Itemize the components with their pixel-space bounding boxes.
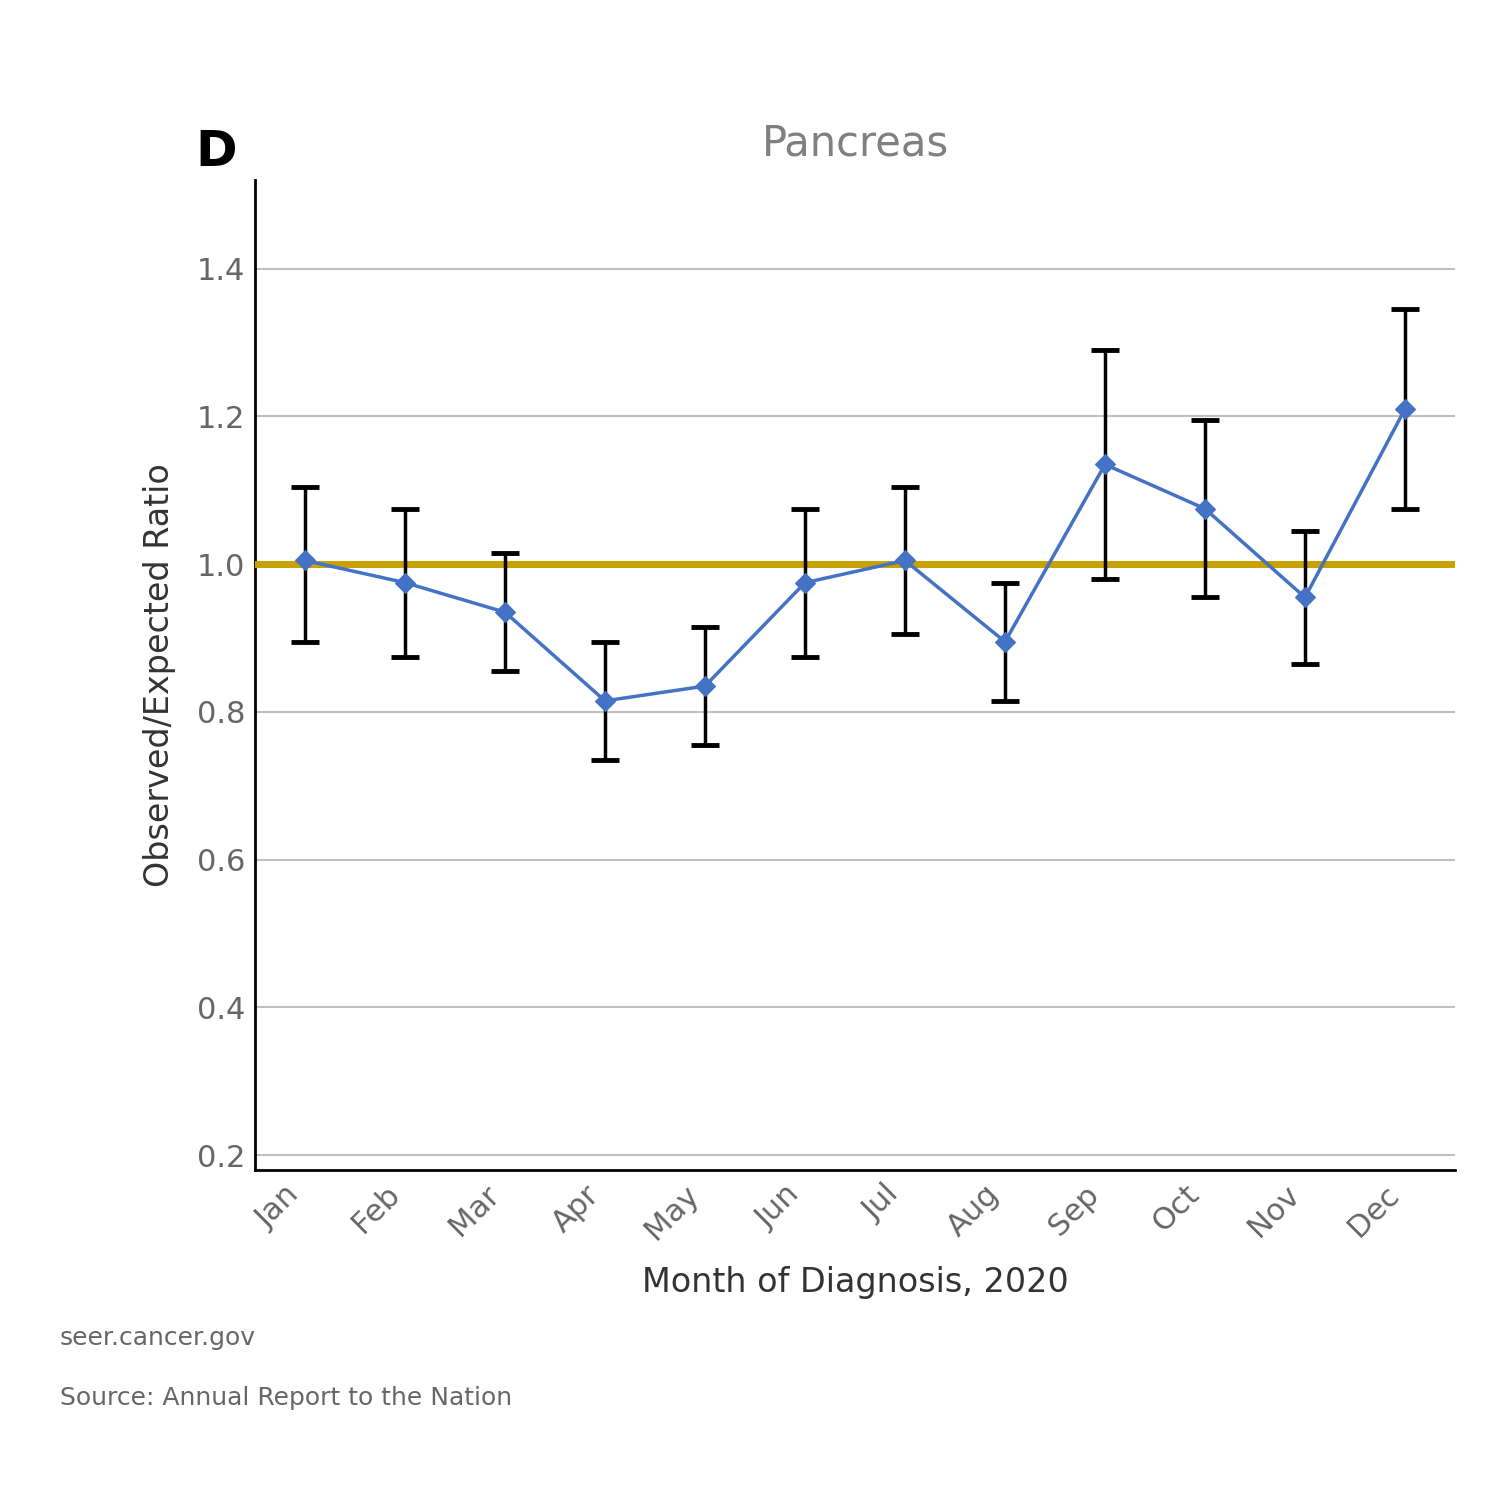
Point [292, 549, 316, 573]
Point [393, 570, 417, 594]
Point [1094, 453, 1118, 477]
Text: seer.cancer.gov: seer.cancer.gov [60, 1326, 256, 1350]
Point [693, 674, 717, 698]
Point [1293, 585, 1317, 609]
Y-axis label: Observed/Expected Ratio: Observed/Expected Ratio [142, 464, 176, 886]
Point [794, 570, 818, 594]
Point [993, 630, 1017, 654]
Point [494, 600, 517, 624]
Point [1192, 496, 1216, 520]
Point [1394, 398, 1417, 422]
Text: D: D [195, 128, 237, 176]
Point [592, 688, 616, 712]
Point [892, 549, 916, 573]
Title: Pancreas: Pancreas [762, 122, 948, 164]
Text: Source: Annual Report to the Nation: Source: Annual Report to the Nation [60, 1386, 512, 1410]
X-axis label: Month of Diagnosis, 2020: Month of Diagnosis, 2020 [642, 1266, 1068, 1299]
